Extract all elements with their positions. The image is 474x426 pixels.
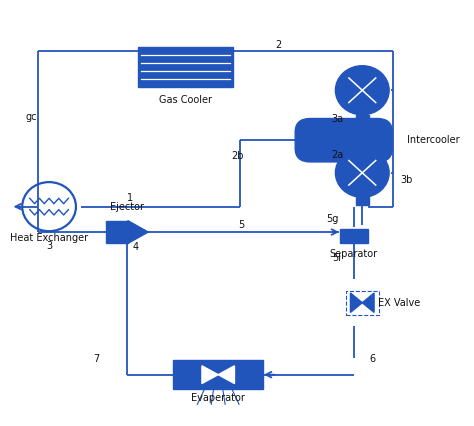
Polygon shape bbox=[128, 221, 148, 244]
Text: 5: 5 bbox=[238, 220, 245, 230]
Bar bbox=[356, 115, 369, 122]
Text: 5l: 5l bbox=[332, 253, 341, 263]
Text: EX Valve: EX Valve bbox=[378, 298, 420, 308]
Polygon shape bbox=[350, 293, 362, 312]
Bar bbox=[356, 197, 369, 205]
Polygon shape bbox=[362, 293, 374, 312]
Bar bbox=[106, 221, 128, 244]
Text: 4: 4 bbox=[132, 242, 138, 252]
Text: Ejector: Ejector bbox=[110, 202, 144, 213]
Text: Heat Exchanger: Heat Exchanger bbox=[10, 233, 88, 243]
Polygon shape bbox=[218, 366, 235, 383]
Text: 7: 7 bbox=[94, 354, 100, 363]
Text: Evaperator: Evaperator bbox=[191, 392, 245, 403]
Text: 2a: 2a bbox=[331, 150, 343, 160]
Text: 1: 1 bbox=[127, 193, 133, 203]
Text: Separator: Separator bbox=[330, 250, 378, 259]
Text: 5g: 5g bbox=[327, 214, 339, 224]
Circle shape bbox=[336, 66, 389, 115]
Bar bbox=[138, 47, 233, 87]
Bar bbox=[346, 291, 379, 314]
Text: Gas Cooler: Gas Cooler bbox=[159, 95, 212, 104]
Text: 2: 2 bbox=[275, 40, 282, 49]
Text: gc: gc bbox=[26, 112, 37, 121]
Text: 3a: 3a bbox=[331, 114, 343, 124]
Polygon shape bbox=[202, 366, 218, 383]
Text: 6: 6 bbox=[369, 354, 375, 363]
Text: 2b: 2b bbox=[231, 151, 244, 161]
Circle shape bbox=[336, 148, 389, 197]
Text: Intercooler: Intercooler bbox=[407, 135, 459, 145]
Text: 3b: 3b bbox=[401, 175, 413, 185]
Bar bbox=[339, 229, 368, 244]
Bar bbox=[173, 360, 264, 389]
Text: 3: 3 bbox=[46, 241, 52, 251]
FancyBboxPatch shape bbox=[295, 118, 392, 162]
